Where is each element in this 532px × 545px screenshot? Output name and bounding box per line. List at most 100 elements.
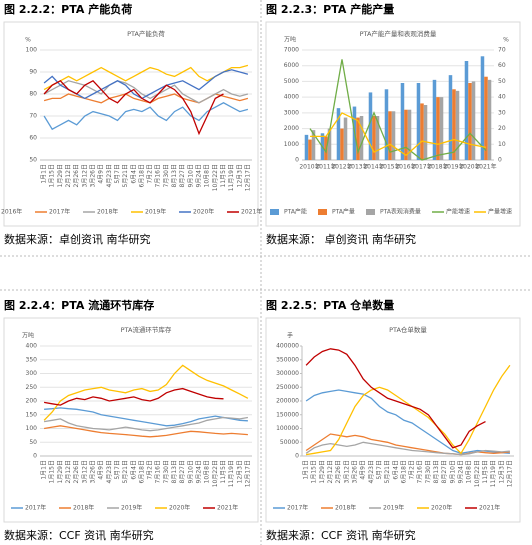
y-tick-label: 4000 — [284, 94, 299, 101]
x-tick-label: 10月22日 — [474, 460, 481, 487]
legend-label: 2017年 — [287, 504, 308, 512]
bar — [468, 83, 472, 160]
y-tick-label: 2000 — [284, 125, 299, 132]
legend-label: PTA产量 — [332, 208, 355, 216]
bar — [416, 83, 421, 160]
series-line — [43, 425, 248, 438]
y-axis-label: 万吨 — [22, 332, 34, 340]
y-tick-label: 5000 — [284, 78, 299, 85]
legend-label: 2021年 — [217, 504, 238, 512]
figure-caption: 图 2.2.2：PTA 产能负荷 — [4, 2, 132, 16]
series-line — [305, 364, 511, 456]
x-tick-label: 2018年 — [427, 163, 448, 171]
y2-tick-label: 30 — [498, 109, 506, 116]
x-tick-label: 2017年 — [411, 163, 432, 171]
y-tick-label: 400000 — [276, 343, 299, 350]
y2-axis-label: % — [503, 37, 509, 44]
legend-swatch — [318, 209, 327, 215]
x-tick-label: 10月22日 — [212, 164, 219, 191]
legend-swatch — [270, 209, 279, 215]
y2-tick-label: 20 — [498, 125, 506, 132]
x-tick-label: 3月12日 — [343, 460, 350, 483]
bar — [487, 79, 492, 160]
x-tick-label: 11月5日 — [220, 164, 227, 187]
x-tick-label: 1月1日 — [41, 164, 48, 184]
x-tick-label: 5月7日 — [114, 164, 121, 184]
chart-frame — [265, 21, 521, 227]
bar — [423, 105, 428, 160]
bar — [407, 109, 412, 160]
x-tick-label: 3月12日 — [81, 164, 88, 187]
bar — [471, 81, 476, 160]
y-tick-label: 150000 — [276, 411, 299, 418]
x-tick-label: 8月13日 — [433, 460, 440, 483]
y-tick-label: 0 — [295, 157, 299, 164]
legend-label: 2021年 — [241, 208, 262, 216]
bar — [368, 92, 373, 160]
x-tick-label: 4月23日 — [106, 460, 113, 483]
series-line — [310, 112, 487, 157]
chart-title: PTA流通环节库存 — [121, 325, 172, 334]
y-tick-label: 70 — [29, 113, 37, 120]
x-tick-label: 12月17日 — [244, 460, 251, 487]
legend-label: 产量增速 — [488, 208, 512, 216]
figure-caption: 图 2.2.4：PTA 流通环节库存 — [4, 298, 154, 312]
x-tick-label: 2019年 — [443, 163, 464, 171]
x-tick-label: 6月18日 — [138, 164, 145, 187]
x-tick-label: 7月2日 — [147, 460, 154, 480]
x-tick-label: 12月3日 — [236, 460, 243, 483]
legend-label: PTA产能 — [284, 208, 307, 216]
x-tick-label: 11月19日 — [228, 460, 235, 487]
y-tick-label: 80 — [29, 91, 37, 98]
bar — [404, 109, 408, 160]
x-tick-label: 11月5日 — [482, 460, 489, 483]
bar — [356, 117, 360, 160]
x-tick-label: 1月15日 — [311, 460, 318, 483]
x-tick-label: 3月26日 — [90, 164, 97, 187]
chart-frame — [3, 317, 259, 523]
x-tick-label: 2013年 — [347, 163, 368, 171]
x-tick-label: 8月13日 — [171, 164, 178, 187]
x-tick-label: 7月16日 — [155, 460, 162, 483]
x-tick-label: 3月26日 — [90, 460, 97, 483]
x-tick-label: 9月10日 — [187, 460, 194, 483]
x-tick-label: 12月17日 — [506, 460, 513, 487]
x-tick-label: 2月26日 — [335, 460, 342, 483]
figure-source: 数据来源：CCF 资讯 南华研究 — [4, 528, 154, 542]
chart-title: PTA仓单数量 — [389, 325, 427, 334]
y2-tick-label: 70 — [498, 47, 506, 54]
x-tick-label: 5月7日 — [114, 460, 121, 480]
legend-label: 2017年 — [49, 208, 70, 216]
bar — [448, 75, 453, 160]
y-tick-label: 100000 — [276, 425, 299, 432]
x-tick-label: 2010年 — [299, 163, 320, 171]
y-tick-label: 0 — [33, 453, 37, 460]
x-tick-label: 6月18日 — [138, 460, 145, 483]
x-tick-label: 2011年 — [315, 163, 336, 171]
y-axis-label: 万吨 — [284, 36, 296, 44]
legend-label: 2020年 — [431, 504, 452, 512]
y2-tick-label: 50 — [498, 78, 506, 85]
x-tick-label: 6月4日 — [392, 460, 399, 480]
bar — [388, 111, 392, 160]
series-line — [43, 364, 249, 421]
y-tick-label: 300 — [26, 370, 38, 377]
series-line — [43, 93, 249, 104]
series-line — [43, 387, 224, 406]
series-line — [43, 79, 224, 136]
bar — [455, 90, 460, 160]
x-tick-label: 3月26日 — [352, 460, 359, 483]
figure-source: 数据来源： 卓创资讯 南华研究 — [266, 232, 416, 246]
bar — [436, 97, 440, 160]
x-tick-label: 5月7日 — [376, 460, 383, 480]
bar — [324, 136, 328, 160]
legend-label: 2018年 — [335, 504, 356, 512]
legend-label: 2020年 — [193, 208, 214, 216]
x-tick-label: 9月24日 — [458, 460, 465, 483]
y-tick-label: 200000 — [276, 398, 299, 405]
x-tick-label: 2月26日 — [73, 460, 80, 483]
bar — [464, 61, 469, 160]
x-tick-label: 5月21日 — [122, 164, 129, 187]
chart-frame — [265, 317, 521, 523]
y-tick-label: 0 — [295, 453, 299, 460]
